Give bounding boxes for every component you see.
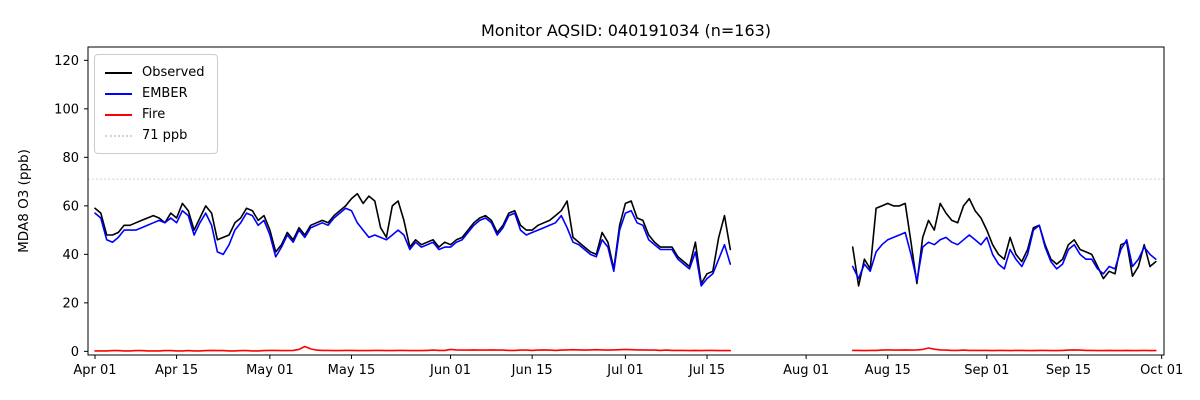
chart-title: Monitor AQSID: 040191034 (n=163) <box>480 21 772 40</box>
series-line-fire <box>94 345 1157 352</box>
series-line-observed <box>94 192 1157 287</box>
x-tick-label: Oct 01 <box>1140 363 1183 378</box>
legend-label-fire: Fire <box>142 107 166 122</box>
y-tick-label: 60 <box>62 199 79 214</box>
fire-line-swatch <box>105 113 132 116</box>
legend: Observed EMBER Fire 71 ppb <box>94 54 218 154</box>
axes-box <box>87 46 1165 356</box>
threshold-line-swatch <box>105 134 132 137</box>
legend-item-fire: Fire <box>105 104 205 125</box>
x-tick-label: Apr 01 <box>73 363 116 378</box>
x-tick-label: Sep 15 <box>1046 363 1091 378</box>
x-tick-label: Aug 15 <box>865 363 911 378</box>
y-tick-label: 20 <box>62 296 79 311</box>
x-tick-label: May 15 <box>328 363 376 378</box>
legend-label-ember: EMBER <box>142 86 188 101</box>
observed-line-swatch <box>105 71 132 74</box>
x-tick-label: Jul 01 <box>606 363 643 378</box>
legend-label-threshold: 71 ppb <box>142 128 188 143</box>
y-tick-label: 100 <box>54 102 79 117</box>
x-tick-label: Jun 01 <box>429 363 471 378</box>
x-tick-label: Jul 15 <box>688 363 725 378</box>
x-tick-label: Apr 15 <box>155 363 198 378</box>
y-tick-label: 80 <box>62 151 79 166</box>
y-tick-label: 120 <box>54 54 79 69</box>
y-tick-label: 40 <box>62 248 79 263</box>
x-tick-label: Aug 01 <box>783 363 829 378</box>
x-tick-label: Jun 15 <box>511 363 553 378</box>
legend-item-observed: Observed <box>105 62 205 83</box>
legend-item-ember: EMBER <box>105 83 205 104</box>
y-tick-label: 0 <box>71 345 79 360</box>
ember-line-swatch <box>105 92 132 95</box>
series-line-ember <box>94 207 1157 287</box>
legend-item-threshold: 71 ppb <box>105 125 205 146</box>
x-tick-label: May 01 <box>246 363 294 378</box>
legend-label-observed: Observed <box>142 65 205 80</box>
x-tick-label: Sep 01 <box>964 363 1009 378</box>
